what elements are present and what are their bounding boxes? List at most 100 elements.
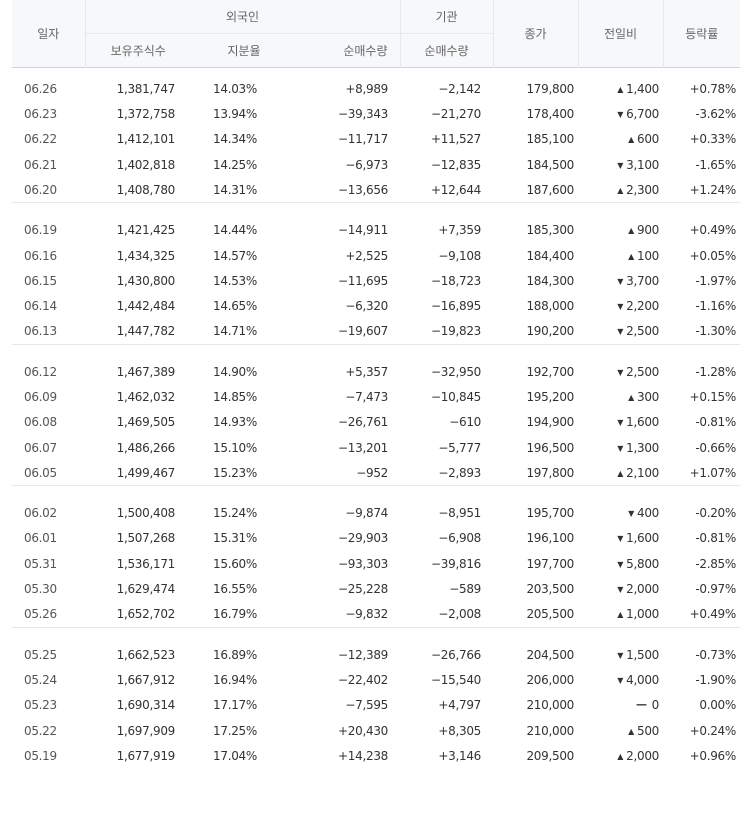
- close-price-cell: 209,500: [526, 749, 574, 764]
- table-row: 06.09 1,462,032 14.85% −7,473 −10,845 195,200…: [12, 384, 740, 409]
- foreign-net-cell: −26,761: [338, 415, 388, 430]
- date-cell: 05.19: [24, 749, 57, 764]
- ownership-ratio-cell: 14.03%: [213, 81, 257, 96]
- change-rate-cell: +0.78%: [689, 81, 737, 96]
- date-cell: 06.14: [24, 299, 57, 314]
- date-cell: 06.16: [24, 248, 57, 263]
- up-triangle-icon: ▲: [628, 226, 634, 236]
- table-row: 06.14 1,442,484 14.65% −6,320 −16,895 188,000…: [12, 294, 740, 319]
- foreign-net-cell: −25,228: [338, 582, 388, 597]
- header-held-shares: 보유주식수: [85, 32, 191, 67]
- down-triangle-icon: ▼: [628, 509, 634, 519]
- down-triangle-icon: ▼: [617, 276, 624, 286]
- date-cell: 06.07: [24, 440, 57, 455]
- change-rate-cell: -0.20%: [695, 506, 736, 521]
- down-triangle-icon: ▼: [617, 110, 624, 120]
- group-spacer: [12, 345, 740, 359]
- date-cell: 06.19: [24, 223, 57, 238]
- foreign-net-cell: +2,525: [345, 248, 388, 263]
- date-cell: 06.20: [24, 183, 57, 197]
- table-row: 05.30 1,629,474 16.55% −25,228 −589 203,500 ▼ 2…: [12, 577, 740, 602]
- ownership-ratio-cell: 14.57%: [213, 248, 257, 263]
- held-shares-cell: 1,447,782: [116, 324, 176, 339]
- institution-net-cell: −2,008: [438, 607, 481, 622]
- header-ratio: 지분율: [191, 32, 297, 67]
- change-value: 1,600: [626, 415, 659, 430]
- date-cell: 05.30: [24, 582, 57, 597]
- held-shares-cell: 1,536,171: [116, 556, 176, 571]
- change-rate-cell: +1.24%: [689, 183, 737, 197]
- institution-net-cell: +11,527: [431, 132, 481, 147]
- foreign-net-cell: −29,903: [338, 531, 388, 546]
- close-price-cell: 178,400: [526, 107, 574, 122]
- held-shares-cell: 1,690,314: [116, 698, 176, 713]
- institution-net-cell: −589: [449, 582, 481, 597]
- header-close: 종가: [492, 0, 579, 67]
- down-triangle-icon: ▼: [617, 534, 624, 544]
- change-value: 900: [636, 223, 659, 238]
- held-shares-cell: 1,499,467: [116, 465, 176, 480]
- foreign-net-cell: −6,320: [345, 299, 388, 314]
- up-triangle-icon: ▲: [628, 135, 634, 145]
- foreign-net-cell: −19,607: [338, 324, 388, 339]
- table-row: 06.23 1,372,758 13.94% −39,343 −21,270 178,40…: [12, 101, 740, 126]
- header-foreign-net: 순매수량: [297, 32, 401, 67]
- institution-net-cell: −39,816: [431, 556, 481, 571]
- institution-net-cell: +12,644: [431, 183, 481, 197]
- down-triangle-icon: ▼: [617, 650, 624, 660]
- held-shares-cell: 1,372,758: [116, 107, 176, 122]
- foreign-net-cell: −7,473: [345, 389, 388, 404]
- close-price-cell: 187,600: [526, 183, 574, 197]
- change-value: 100: [636, 248, 659, 263]
- change-rate-cell: +0.15%: [689, 389, 737, 404]
- change-rate-cell: -1.30%: [695, 324, 736, 339]
- close-price-cell: 195,200: [526, 389, 574, 404]
- up-triangle-icon: ▲: [617, 752, 624, 762]
- held-shares-cell: 1,652,702: [116, 607, 176, 622]
- date-cell: 06.05: [24, 465, 57, 480]
- institution-net-cell: −21,270: [431, 107, 481, 122]
- foreign-net-cell: +20,430: [338, 723, 388, 738]
- institution-net-cell: −2,893: [438, 465, 481, 480]
- foreign-net-cell: −12,389: [338, 647, 388, 662]
- close-price-cell: 204,500: [526, 647, 574, 662]
- change-value: 0: [651, 698, 660, 713]
- change-value: 1,500: [626, 647, 659, 662]
- up-triangle-icon: ▲: [617, 468, 624, 478]
- change-cell: ▼ 6,700: [578, 101, 663, 126]
- change-value: 1,300: [626, 440, 659, 455]
- held-shares-cell: 1,381,747: [116, 81, 176, 96]
- change-value: 300: [636, 389, 659, 404]
- institution-net-cell: −12,835: [431, 157, 481, 172]
- table-row: 06.26 1,381,747 14.03% +8,989 −2,142 179,800 ▲…: [12, 76, 740, 101]
- held-shares-cell: 1,467,389: [116, 364, 176, 379]
- change-cell: ▼ 2,000: [578, 577, 663, 602]
- close-price-cell: 210,000: [526, 698, 574, 713]
- institution-net-cell: −5,777: [438, 440, 481, 455]
- date-cell: 06.15: [24, 273, 57, 288]
- held-shares-cell: 1,500,408: [116, 506, 176, 521]
- change-cell: ▼ 4,000: [578, 667, 663, 692]
- table-row: 05.25 1,662,523 16.89% −12,389 −26,766 204,50…: [12, 642, 740, 667]
- ownership-ratio-cell: 16.94%: [213, 672, 257, 687]
- date-cell: 05.22: [24, 723, 57, 738]
- close-price-cell: 195,700: [526, 506, 574, 521]
- close-price-cell: 210,000: [526, 723, 574, 738]
- table-row: 05.23 1,690,314 17.17% −7,595 +4,797 210,000 —…: [12, 693, 740, 718]
- table-row: 06.01 1,507,268 15.31% −29,903 −6,908 196,100…: [12, 526, 740, 551]
- change-cell: ▼ 1,600: [578, 410, 663, 435]
- change-rate-cell: +1.07%: [689, 465, 737, 480]
- header-rate: 등락률: [663, 0, 740, 67]
- change-value: 6,700: [626, 107, 659, 122]
- group-divider: [12, 344, 740, 345]
- close-price-cell: 185,300: [526, 223, 574, 238]
- change-value: 2,100: [626, 465, 659, 480]
- date-cell: 06.09: [24, 389, 57, 404]
- change-value: 2,300: [626, 183, 659, 197]
- date-cell: 06.21: [24, 157, 57, 172]
- change-cell: ▼ 1,500: [578, 642, 663, 667]
- table-row: 06.13 1,447,782 14.71% −19,607 −19,823 190,20…: [12, 319, 740, 344]
- date-cell: 06.23: [24, 107, 57, 122]
- change-cell: ▼ 3,700: [578, 268, 663, 293]
- close-price-cell: 184,500: [526, 157, 574, 172]
